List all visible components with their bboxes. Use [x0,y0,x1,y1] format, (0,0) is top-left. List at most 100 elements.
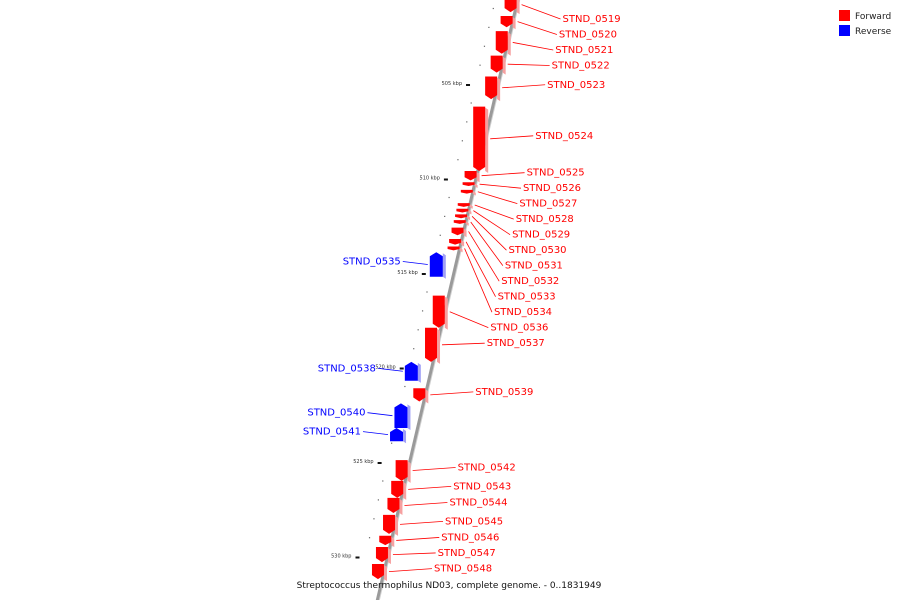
gene-label: STND_0531 [505,261,563,272]
leader-line [367,412,393,417]
gene-shadow [467,215,471,221]
gene-shadow [437,328,441,364]
gene-body [495,31,508,54]
leader-line [412,467,456,471]
gene-body [387,497,400,514]
gene-feature [387,497,403,516]
gene-feature [462,182,478,189]
gene-shadow [502,56,506,75]
gene-shadow [407,404,411,430]
gene-body [490,55,503,73]
gene-body [375,547,388,563]
leader-line [473,210,511,235]
gene-shadow [474,183,478,189]
gene-shadow [425,389,429,404]
gene-shadow [485,107,489,173]
gene-shadow [407,461,411,483]
gene-label: STND_0546 [441,532,499,543]
gene-feature [447,246,463,253]
gene-feature [395,460,411,483]
gene-label: STND_0521 [555,45,613,56]
gene-feature [455,214,471,221]
minor-tick [382,480,384,482]
gene-shadow [383,565,387,582]
gene-label: STND_0543 [453,481,511,492]
minor-tick [457,159,459,161]
legend-swatch-forward [839,10,850,21]
gene-shadow [463,228,467,238]
gene-feature [457,203,473,209]
leader-line [377,367,403,372]
minor-tick [404,385,406,388]
gene-feature [495,31,511,56]
tick-label: 505 kbp [442,81,462,87]
gene-label: STND_0520 [559,30,617,41]
gene-body [404,361,418,381]
gene-feature [456,208,472,215]
gene-feature [473,106,489,173]
gene-label: STND_0530 [508,245,566,256]
minor-tick [413,348,415,350]
minor-tick [483,45,486,47]
gene-body [504,0,517,13]
gene-shadow [516,0,520,15]
minor-tick [373,518,375,520]
leader-line [512,42,554,51]
gene-shadow [465,221,469,226]
gene-label: STND_0548 [434,564,492,575]
gene-label: STND_0522 [552,61,610,72]
gene-feature [404,361,421,383]
minor-tick [448,196,450,199]
minor-tick [377,499,379,501]
gene-feature [429,252,446,279]
gene-shadow [469,204,473,209]
gene-body [460,189,473,194]
leader-line [474,204,514,220]
tick-label: 530 kbp [331,554,351,560]
gene-label: STND_0535 [343,256,401,267]
gene-body [379,535,392,546]
gene-body [390,427,404,442]
leader-line [464,248,493,313]
gene-label: STND_0524 [535,131,593,142]
leader-line [468,231,500,282]
gene-feature [379,535,395,548]
leader-line [465,241,496,297]
minor-tick [426,291,428,293]
gene-labels: STND_0519 STND_0520 STND_0521 STND_0522 STND… [303,14,621,575]
gene-feature [453,220,469,226]
minor-tick [492,7,494,10]
gene-body [453,220,466,224]
gene-label: STND_0534 [494,307,552,318]
gene-feature [394,403,411,430]
gene-shadow [403,428,407,444]
leader-line [521,4,561,20]
gene-shadow [399,498,403,516]
leader-line [507,63,550,66]
gene-feature [460,189,476,196]
gene-feature [500,15,516,30]
gene-feature [425,327,441,364]
legend: Forward Reverse [839,10,892,37]
leader-line [502,84,546,89]
gene-body [394,403,408,428]
leader-line [392,552,436,556]
gene-shadow [512,16,516,30]
leader-line [470,221,504,266]
gene-label: STND_0526 [523,183,581,194]
gene-feature [451,227,467,238]
gene-label: STND_0545 [445,516,503,527]
tick-label: 510 kbp [420,176,440,182]
gene-body [425,327,438,362]
gene-feature [432,295,448,330]
gene-label: STND_0523 [547,80,605,91]
gene-label: STND_0537 [487,338,545,349]
gene-feature [504,0,520,15]
leader-line [479,183,521,189]
minor-tick [470,102,472,104]
gene-body [395,460,408,481]
leader-line [399,520,444,525]
gene-label: STND_0538 [318,363,376,374]
gene-shadow [497,77,501,102]
